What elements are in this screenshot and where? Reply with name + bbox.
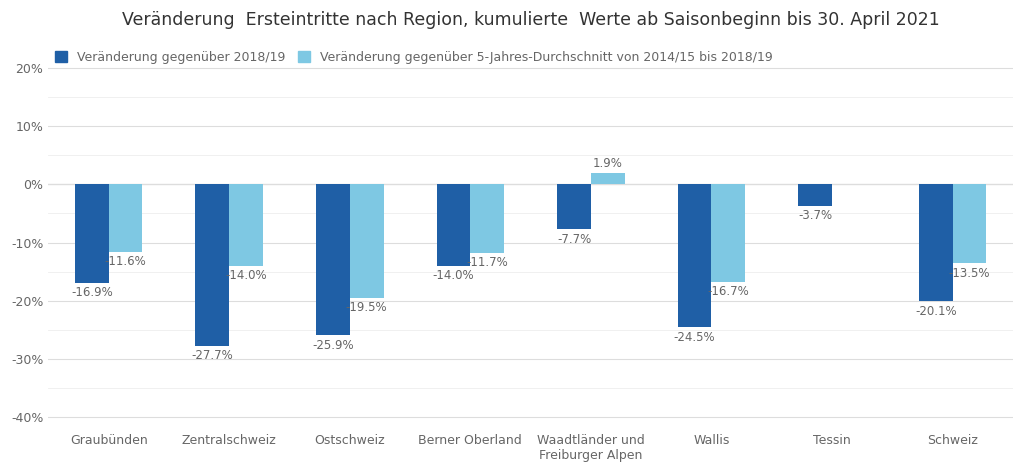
Bar [75,184,109,283]
Text: 1.9%: 1.9% [593,157,623,170]
Text: -19.5%: -19.5% [346,301,387,315]
Bar [678,184,712,327]
Bar [350,184,384,298]
Text: -11.6%: -11.6% [104,255,146,269]
Bar [952,184,986,263]
Bar [712,184,745,281]
Text: -25.9%: -25.9% [312,339,353,352]
Bar [591,173,625,184]
Text: -3.7%: -3.7% [798,210,833,222]
Bar [557,184,591,229]
Text: -14.0%: -14.0% [433,270,474,282]
Text: -13.5%: -13.5% [948,266,990,280]
Text: -16.7%: -16.7% [708,285,750,298]
Text: -16.9%: -16.9% [71,286,113,299]
Bar [919,184,952,301]
Bar [436,184,470,266]
Text: -24.5%: -24.5% [674,331,716,343]
Title: Veränderung  Ersteintritte nach Region, kumulierte  Werte ab Saisonbeginn bis 30: Veränderung Ersteintritte nach Region, k… [122,11,939,29]
Bar [109,184,142,252]
Bar [229,184,263,266]
Text: -11.7%: -11.7% [466,256,508,269]
Bar [799,184,833,206]
Bar [196,184,229,346]
Bar [316,184,350,335]
Text: -14.0%: -14.0% [225,270,267,282]
Text: -27.7%: -27.7% [191,349,233,362]
Text: -7.7%: -7.7% [557,233,591,245]
Bar [470,184,504,253]
Text: -20.1%: -20.1% [914,305,956,318]
Legend: Veränderung gegenüber 2018/19, Veränderung gegenüber 5-Jahres-Durchschnitt von 2: Veränderung gegenüber 2018/19, Veränderu… [54,51,773,64]
